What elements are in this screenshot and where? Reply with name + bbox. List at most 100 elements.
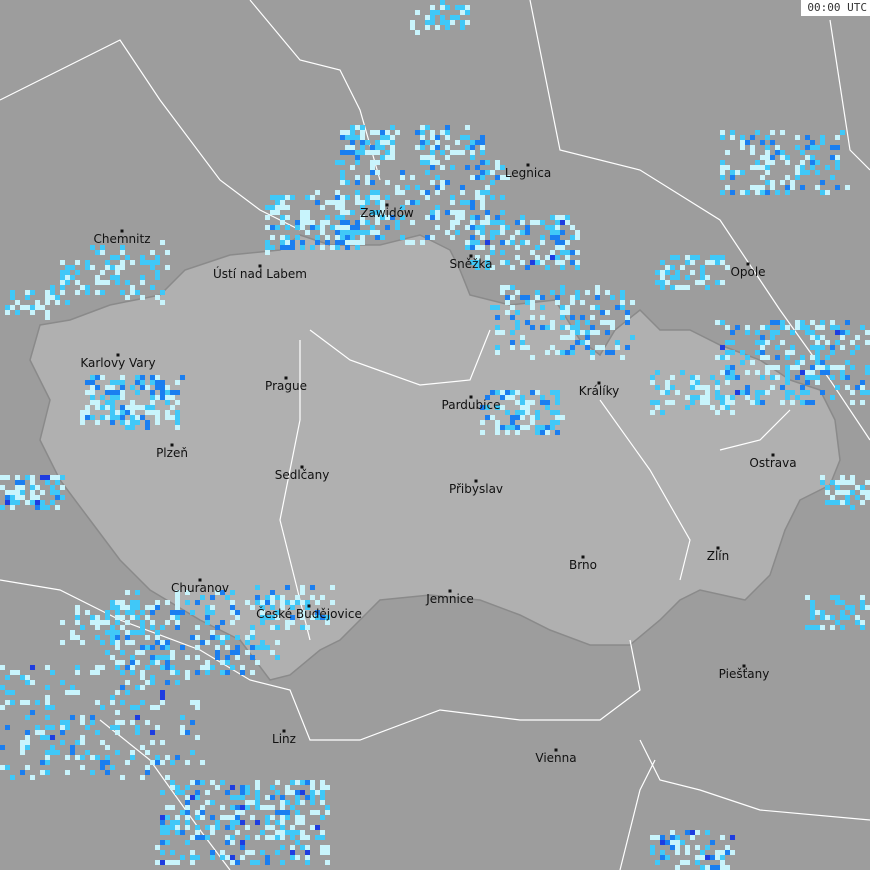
- radar-echo: [195, 815, 200, 820]
- radar-echo: [105, 770, 110, 775]
- radar-echo: [810, 320, 815, 325]
- radar-echo: [315, 600, 320, 605]
- radar-echo: [675, 255, 680, 260]
- radar-echo: [195, 600, 200, 605]
- radar-echo: [65, 770, 70, 775]
- radar-echo: [85, 260, 90, 265]
- radar-echo: [455, 215, 460, 220]
- radar-echo: [460, 190, 465, 195]
- radar-echo: [815, 365, 820, 370]
- radar-echo: [85, 265, 90, 270]
- radar-echo: [300, 220, 305, 225]
- radar-echo: [385, 225, 390, 230]
- radar-echo: [205, 800, 210, 805]
- radar-echo: [130, 285, 135, 290]
- radar-echo: [135, 290, 140, 295]
- radar-echo: [295, 780, 300, 785]
- radar-echo: [770, 320, 775, 325]
- radar-echo: [275, 780, 280, 785]
- radar-echo: [160, 825, 165, 830]
- radar-echo: [300, 830, 305, 835]
- radar-echo: [415, 10, 420, 15]
- radar-echo: [270, 615, 275, 620]
- radar-echo: [270, 595, 275, 600]
- radar-echo: [115, 390, 120, 395]
- radar-echo: [760, 355, 765, 360]
- radar-echo: [755, 130, 760, 135]
- radar-echo: [745, 330, 750, 335]
- radar-echo: [170, 615, 175, 620]
- radar-echo: [795, 135, 800, 140]
- radar-echo: [810, 615, 815, 620]
- radar-echo: [35, 730, 40, 735]
- radar-echo: [525, 225, 530, 230]
- radar-echo: [505, 410, 510, 415]
- radar-echo: [255, 860, 260, 865]
- city-label: Sněžka: [449, 257, 493, 271]
- radar-echo: [565, 305, 570, 310]
- radar-echo: [10, 700, 15, 705]
- radar-echo: [320, 785, 325, 790]
- radar-echo: [445, 155, 450, 160]
- radar-echo: [435, 140, 440, 145]
- radar-echo: [125, 635, 130, 640]
- radar-echo: [185, 785, 190, 790]
- radar-echo: [555, 220, 560, 225]
- radar-echo: [520, 425, 525, 430]
- radar-echo: [165, 860, 170, 865]
- radar-echo: [50, 285, 55, 290]
- radar-echo: [110, 655, 115, 660]
- radar-echo: [155, 660, 160, 665]
- radar-echo: [670, 265, 675, 270]
- radar-echo: [475, 165, 480, 170]
- radar-echo: [290, 615, 295, 620]
- radar-echo: [170, 860, 175, 865]
- radar-echo: [425, 155, 430, 160]
- radar-echo: [725, 165, 730, 170]
- radar-echo: [195, 655, 200, 660]
- radar-echo: [200, 760, 205, 765]
- radar-echo: [45, 715, 50, 720]
- radar-echo: [160, 640, 165, 645]
- radar-echo: [690, 270, 695, 275]
- radar-echo: [10, 500, 15, 505]
- radar-echo: [25, 700, 30, 705]
- radar-echo: [325, 805, 330, 810]
- radar-echo: [45, 685, 50, 690]
- radar-echo: [725, 325, 730, 330]
- radar-echo: [765, 150, 770, 155]
- radar-echo: [610, 325, 615, 330]
- radar-echo: [155, 845, 160, 850]
- radar-echo: [45, 695, 50, 700]
- radar-echo: [730, 410, 735, 415]
- radar-echo: [125, 590, 130, 595]
- city-label: Jemnice: [426, 592, 474, 606]
- radar-echo: [820, 370, 825, 375]
- radar-echo: [275, 595, 280, 600]
- radar-echo: [420, 190, 425, 195]
- radar-echo: [605, 320, 610, 325]
- radar-echo: [95, 670, 100, 675]
- radar-echo: [500, 405, 505, 410]
- radar-echo: [70, 715, 75, 720]
- radar-echo: [550, 255, 555, 260]
- radar-echo: [460, 200, 465, 205]
- radar-echo: [730, 365, 735, 370]
- radar-echo: [760, 335, 765, 340]
- radar-echo: [115, 605, 120, 610]
- radar-echo: [330, 585, 335, 590]
- radar-echo: [460, 10, 465, 15]
- radar-echo: [320, 615, 325, 620]
- radar-echo: [460, 215, 465, 220]
- radar-echo: [55, 505, 60, 510]
- radar-echo: [495, 215, 500, 220]
- radar-echo: [315, 825, 320, 830]
- radar-echo: [415, 145, 420, 150]
- radar-echo: [860, 625, 865, 630]
- radar-echo: [70, 630, 75, 635]
- radar-echo: [265, 205, 270, 210]
- radar-echo: [150, 730, 155, 735]
- radar-echo: [275, 835, 280, 840]
- radar-echo: [225, 815, 230, 820]
